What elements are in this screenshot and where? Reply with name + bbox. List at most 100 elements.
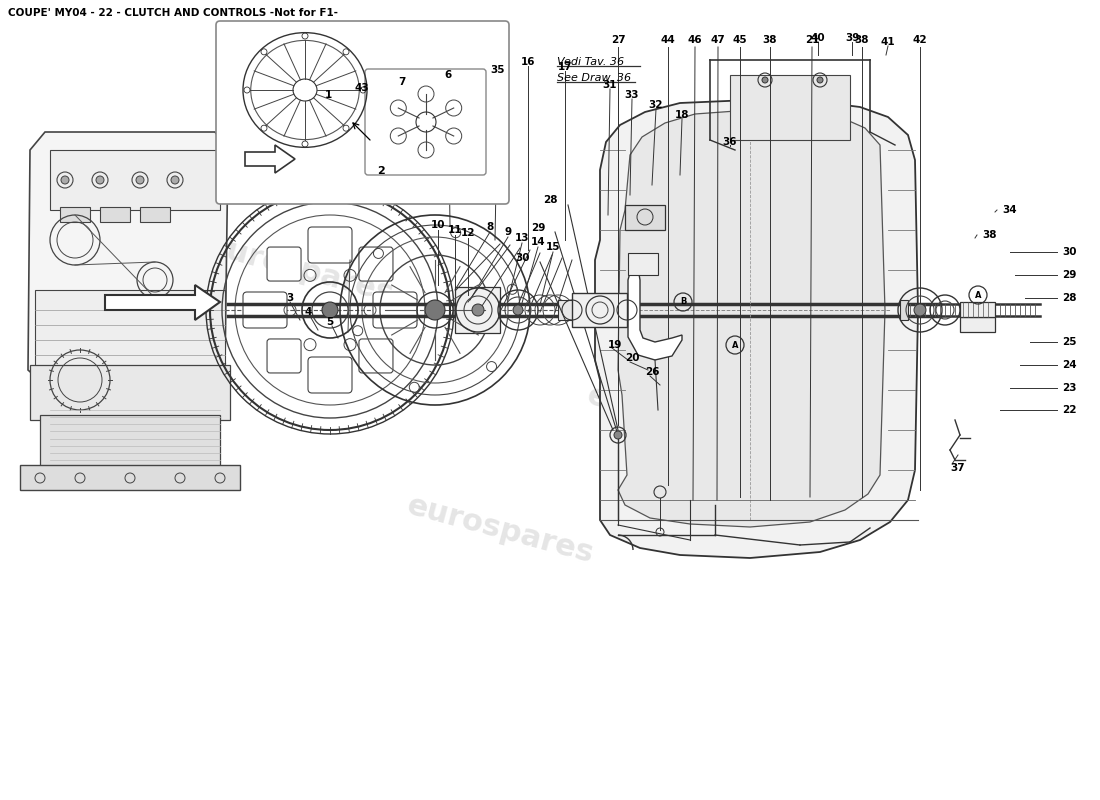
Text: 34: 34	[1002, 205, 1016, 215]
Text: 35: 35	[491, 65, 505, 75]
Bar	[900, 300, 908, 320]
Text: 30: 30	[1062, 247, 1077, 257]
Circle shape	[762, 77, 768, 83]
Text: eurospares: eurospares	[204, 231, 397, 309]
Text: 12: 12	[461, 228, 475, 238]
Bar	[730, 75, 850, 140]
Bar	[40, 415, 220, 470]
Text: 19: 19	[608, 340, 623, 350]
Text: 20: 20	[625, 353, 639, 363]
FancyBboxPatch shape	[267, 247, 301, 281]
Text: 31: 31	[603, 80, 617, 90]
Text: COUPE' MY04 - 22 - CLUTCH AND CONTROLS -Not for F1-: COUPE' MY04 - 22 - CLUTCH AND CONTROLS -…	[8, 8, 338, 18]
Text: 22: 22	[1062, 405, 1077, 415]
Text: 6: 6	[444, 70, 452, 80]
Text: B: B	[680, 298, 686, 306]
Text: 7: 7	[398, 77, 406, 87]
Text: 29: 29	[530, 223, 544, 233]
Circle shape	[513, 305, 522, 315]
Text: 43: 43	[354, 83, 370, 93]
Circle shape	[60, 176, 69, 184]
Text: 15: 15	[546, 242, 560, 252]
Circle shape	[136, 176, 144, 184]
Text: 40: 40	[811, 33, 825, 43]
Bar	[20, 465, 240, 490]
Bar	[60, 207, 90, 222]
Text: 23: 23	[1062, 383, 1077, 393]
Text: 13: 13	[515, 233, 529, 243]
Text: 33: 33	[625, 90, 639, 100]
Polygon shape	[628, 265, 682, 360]
Text: eurospares: eurospares	[583, 381, 777, 459]
Bar	[30, 365, 230, 420]
Text: 28: 28	[543, 195, 558, 205]
FancyBboxPatch shape	[359, 247, 393, 281]
Text: 38: 38	[982, 230, 997, 240]
Text: 21: 21	[805, 35, 820, 45]
FancyBboxPatch shape	[216, 21, 509, 204]
Bar	[100, 207, 130, 222]
Text: 8: 8	[486, 222, 494, 232]
Polygon shape	[104, 285, 220, 320]
FancyBboxPatch shape	[243, 292, 287, 328]
FancyBboxPatch shape	[267, 339, 301, 373]
Text: 27: 27	[610, 35, 625, 45]
Text: 36: 36	[723, 137, 737, 147]
Bar	[628, 253, 658, 275]
FancyBboxPatch shape	[308, 357, 352, 393]
Text: 44: 44	[661, 35, 675, 45]
Text: 2: 2	[377, 166, 385, 176]
Text: 3: 3	[286, 293, 294, 303]
Bar	[960, 302, 996, 317]
Bar	[50, 150, 220, 210]
Bar	[625, 205, 666, 230]
Bar	[960, 317, 996, 332]
Circle shape	[96, 176, 104, 184]
Circle shape	[322, 302, 338, 318]
Text: 4: 4	[305, 307, 311, 317]
Text: 37: 37	[950, 463, 965, 473]
FancyBboxPatch shape	[365, 69, 486, 175]
Text: A: A	[975, 290, 981, 299]
Polygon shape	[618, 110, 886, 527]
Text: eurospares: eurospares	[653, 161, 847, 239]
Text: 39: 39	[845, 33, 859, 43]
Text: 29: 29	[1062, 270, 1077, 280]
Polygon shape	[595, 100, 918, 558]
Bar	[455, 287, 500, 333]
Text: 46: 46	[688, 35, 702, 45]
Circle shape	[914, 304, 926, 316]
Text: 30: 30	[516, 253, 530, 263]
Text: 9: 9	[505, 227, 512, 237]
Circle shape	[170, 176, 179, 184]
Text: 38: 38	[855, 35, 869, 45]
Text: 45: 45	[733, 35, 747, 45]
Text: 5: 5	[327, 317, 333, 327]
FancyBboxPatch shape	[373, 292, 417, 328]
Text: See Draw. 36: See Draw. 36	[557, 73, 631, 83]
Text: 38: 38	[762, 35, 778, 45]
Text: 47: 47	[711, 35, 725, 45]
Bar	[572, 293, 627, 327]
FancyBboxPatch shape	[308, 227, 352, 263]
Bar	[558, 300, 578, 320]
Text: Vedi Tav. 36: Vedi Tav. 36	[557, 57, 624, 67]
Polygon shape	[245, 145, 295, 173]
Circle shape	[425, 300, 446, 320]
Text: 25: 25	[1062, 337, 1077, 347]
Text: 42: 42	[913, 35, 927, 45]
Text: 10: 10	[431, 220, 446, 230]
Text: 32: 32	[649, 100, 663, 110]
Text: 26: 26	[645, 367, 660, 377]
Circle shape	[614, 431, 622, 439]
Text: 41: 41	[881, 37, 895, 47]
Text: 24: 24	[1062, 360, 1077, 370]
Circle shape	[817, 77, 823, 83]
Bar	[35, 290, 226, 370]
Text: 14: 14	[530, 237, 546, 247]
Circle shape	[472, 304, 484, 316]
Text: 17: 17	[558, 62, 572, 72]
Text: 28: 28	[1062, 293, 1077, 303]
Text: 1: 1	[324, 90, 331, 100]
Polygon shape	[28, 132, 228, 395]
